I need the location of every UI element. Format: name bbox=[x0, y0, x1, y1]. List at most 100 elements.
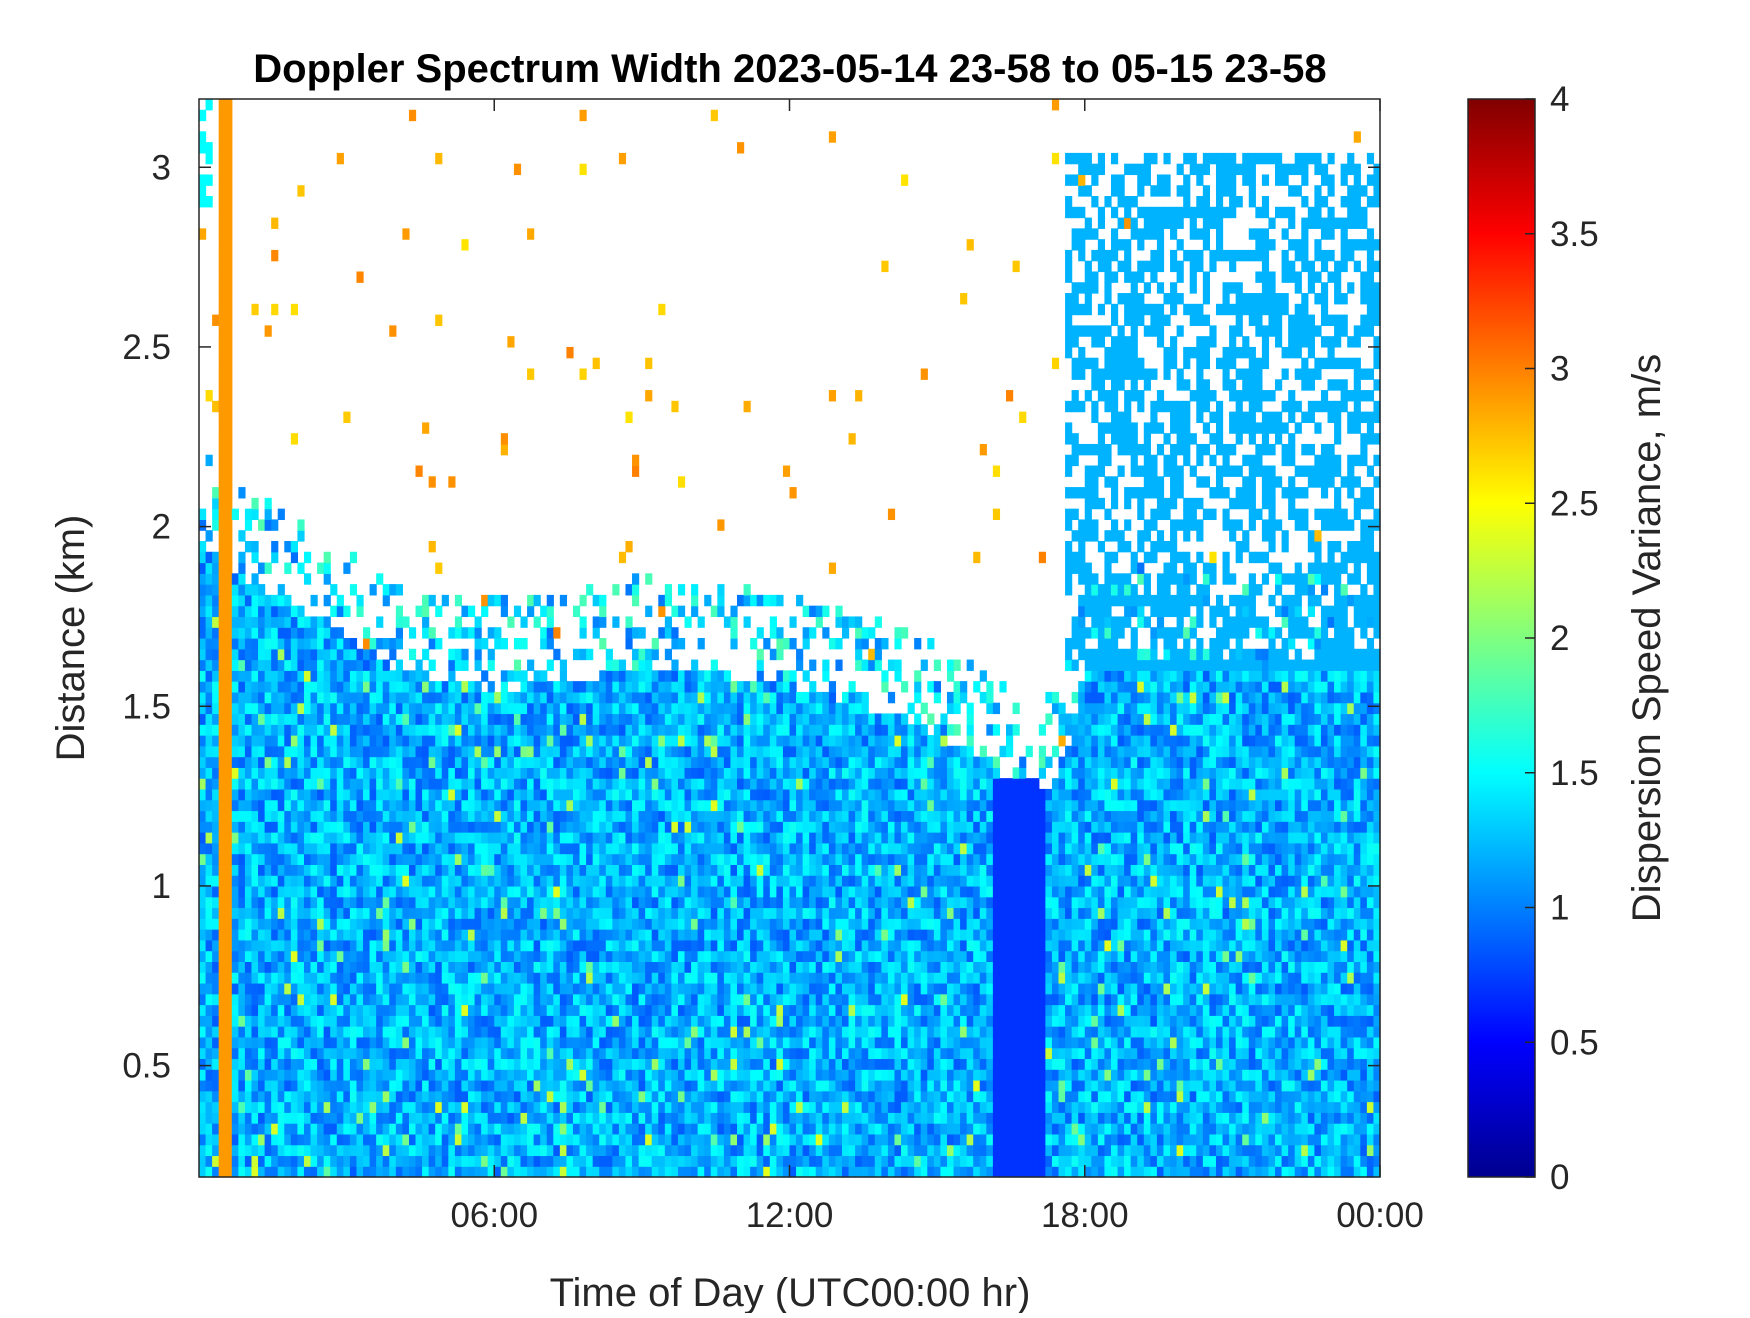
heatmap-cell bbox=[723, 799, 732, 812]
heatmap-cell bbox=[533, 982, 541, 995]
heatmap-cell bbox=[651, 918, 659, 930]
heatmap-cell bbox=[710, 907, 718, 919]
heatmap-cell bbox=[225, 691, 233, 704]
heatmap-cell bbox=[435, 918, 443, 930]
heatmap-cell bbox=[212, 982, 220, 995]
heatmap-cell bbox=[422, 756, 430, 768]
heatmap-cell bbox=[422, 713, 430, 725]
heatmap-cell bbox=[448, 778, 456, 790]
heatmap-cell bbox=[225, 821, 233, 833]
heatmap-cell bbox=[271, 551, 279, 564]
heatmap-cell bbox=[199, 508, 207, 521]
heatmap-cell bbox=[684, 875, 692, 887]
heatmap-cell bbox=[717, 907, 725, 919]
heatmap-cell bbox=[559, 982, 568, 995]
heatmap-cell bbox=[533, 756, 541, 768]
heatmap-cell bbox=[428, 1079, 436, 1092]
heatmap-cell bbox=[336, 950, 344, 962]
heatmap-cell bbox=[651, 972, 659, 984]
heatmap-cell bbox=[205, 702, 213, 715]
heatmap-cell bbox=[363, 735, 371, 747]
heatmap-cell bbox=[658, 832, 666, 844]
heatmap-cell bbox=[369, 1015, 377, 1027]
heatmap-cell bbox=[553, 853, 561, 865]
heatmap-cell bbox=[710, 821, 718, 833]
heatmap-cell bbox=[205, 551, 213, 564]
heatmap-cell bbox=[343, 756, 351, 768]
heatmap-cell bbox=[592, 1058, 600, 1070]
heatmap-cell bbox=[448, 982, 456, 995]
heatmap-cell bbox=[586, 648, 594, 661]
heatmap-cell bbox=[448, 627, 456, 639]
heatmap-cell bbox=[251, 1004, 259, 1016]
heatmap-cell bbox=[297, 681, 305, 693]
heatmap-cell bbox=[723, 982, 732, 995]
heatmap-cell bbox=[612, 810, 620, 822]
heatmap-cell bbox=[533, 896, 541, 909]
heatmap-cell bbox=[251, 670, 259, 682]
heatmap-cell bbox=[356, 918, 364, 930]
heatmap-cell bbox=[697, 961, 705, 973]
heatmap-cell bbox=[704, 702, 712, 715]
heatmap-cell bbox=[310, 616, 318, 628]
heatmap-cell bbox=[645, 907, 653, 919]
heatmap-cell bbox=[225, 1101, 233, 1113]
heatmap-cell bbox=[474, 1144, 482, 1157]
heatmap-cell bbox=[586, 1101, 594, 1113]
heatmap-cell bbox=[776, 1155, 784, 1167]
heatmap-cell bbox=[284, 713, 292, 725]
heatmap-cell bbox=[671, 799, 679, 812]
heatmap-cell bbox=[802, 918, 810, 930]
heatmap-cell bbox=[586, 1112, 594, 1124]
heatmap-cell bbox=[402, 896, 410, 909]
heatmap-cell bbox=[527, 1069, 535, 1081]
heatmap-cell bbox=[677, 864, 686, 876]
heatmap-cell bbox=[684, 1004, 692, 1016]
heatmap-cell bbox=[284, 540, 292, 553]
heatmap-cell bbox=[789, 885, 797, 898]
heatmap-cell bbox=[671, 875, 679, 887]
heatmap-cell bbox=[441, 939, 449, 952]
heatmap-cell bbox=[402, 1123, 410, 1135]
heatmap-cell bbox=[297, 885, 305, 898]
heatmap-cell bbox=[553, 1026, 561, 1038]
heatmap-cell bbox=[428, 907, 436, 919]
heatmap-cell bbox=[500, 842, 508, 855]
heatmap-cell bbox=[468, 1047, 476, 1060]
heatmap-cell bbox=[461, 1144, 469, 1157]
heatmap-cell bbox=[244, 788, 253, 801]
heatmap-cell bbox=[231, 573, 239, 585]
heatmap-cell bbox=[717, 993, 725, 1006]
heatmap-cell bbox=[704, 1166, 712, 1178]
heatmap-cell bbox=[422, 972, 430, 984]
heatmap-cell bbox=[297, 530, 305, 542]
heatmap-cell bbox=[487, 691, 495, 704]
heatmap-cell bbox=[330, 1026, 338, 1038]
heatmap-cell bbox=[271, 745, 279, 758]
heatmap-cell bbox=[592, 1026, 600, 1038]
heatmap-cell bbox=[225, 562, 233, 574]
heatmap-column bbox=[605, 648, 613, 1178]
heatmap-cell bbox=[625, 1144, 633, 1157]
heatmap-cell bbox=[684, 982, 692, 995]
heatmap-cell bbox=[737, 842, 745, 855]
heatmap-cell bbox=[553, 842, 561, 855]
heatmap-cell bbox=[776, 1004, 784, 1016]
heatmap-cell bbox=[507, 853, 515, 865]
heatmap-cell bbox=[290, 864, 299, 876]
heatmap-cell bbox=[507, 767, 515, 779]
heatmap-cell bbox=[290, 896, 299, 909]
heatmap-cell bbox=[225, 1015, 233, 1027]
heatmap-cell bbox=[750, 929, 758, 941]
heatmap-cell bbox=[402, 724, 410, 736]
heatmap-cell bbox=[658, 1101, 666, 1113]
heatmap-cell bbox=[612, 939, 620, 952]
heatmap-cell bbox=[697, 853, 705, 865]
heatmap-cell bbox=[317, 562, 325, 574]
heatmap-cell bbox=[717, 1079, 725, 1092]
heatmap-cell bbox=[494, 799, 502, 812]
heatmap-cell bbox=[277, 713, 285, 725]
heatmap-cell bbox=[277, 670, 285, 682]
heatmap-cell bbox=[684, 907, 692, 919]
heatmap-cell bbox=[225, 152, 233, 165]
